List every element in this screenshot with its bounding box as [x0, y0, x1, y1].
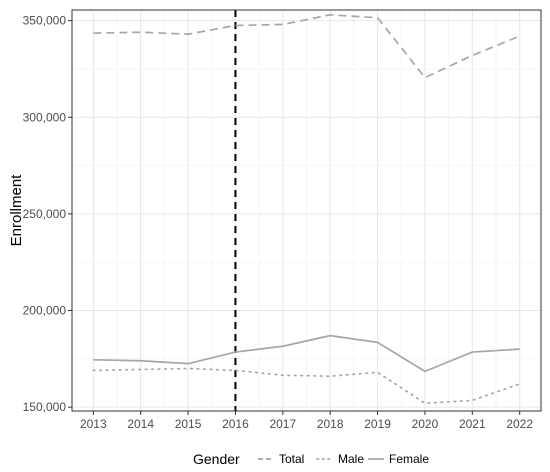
series-line-male: [92, 367, 521, 405]
y-axis-ticks: 150,000 200,000 250,000 300,000 350,000: [23, 14, 72, 414]
x-tick-label: 2021: [459, 417, 486, 431]
x-tick-label: 2017: [269, 417, 296, 431]
x-tick-label: 2015: [175, 417, 202, 431]
x-tick-label: 2014: [127, 417, 154, 431]
x-tick-label: 2020: [412, 417, 439, 431]
x-axis-ticks: 2013 2014 2015 2016 2017 2018 2019 2020 2021 2022: [80, 411, 533, 431]
y-tick-label: 150,000: [23, 400, 67, 414]
y-tick-label: 350,000: [23, 14, 67, 28]
x-tick-label: 2016: [222, 417, 249, 431]
x-tick-label: 2013: [80, 417, 107, 431]
series-line-total: [93, 13, 521, 79]
x-tick-label: 2018: [317, 417, 344, 431]
y-tick-label: 200,000: [23, 304, 67, 318]
x-tick-label: 2022: [506, 417, 533, 431]
y-tick-label: 250,000: [23, 207, 67, 221]
minor-gridlines: [72, 10, 541, 411]
x-tick-label: 2019: [364, 417, 391, 431]
y-tick-label: 300,000: [23, 110, 67, 124]
plot-panel-border: [71, 9, 542, 412]
legend-label-female: Female: [389, 452, 429, 466]
legend-label-male: Male: [338, 452, 364, 466]
series-layer: [92, 13, 521, 405]
series-line-female: [93, 334, 520, 373]
legend-title: Gender: [193, 451, 240, 467]
major-gridlines: [72, 10, 541, 411]
legend-label-total: Total: [279, 452, 304, 466]
legend: Gender Total Male Female: [193, 451, 429, 467]
y-axis-title: Enrollment: [8, 174, 25, 247]
